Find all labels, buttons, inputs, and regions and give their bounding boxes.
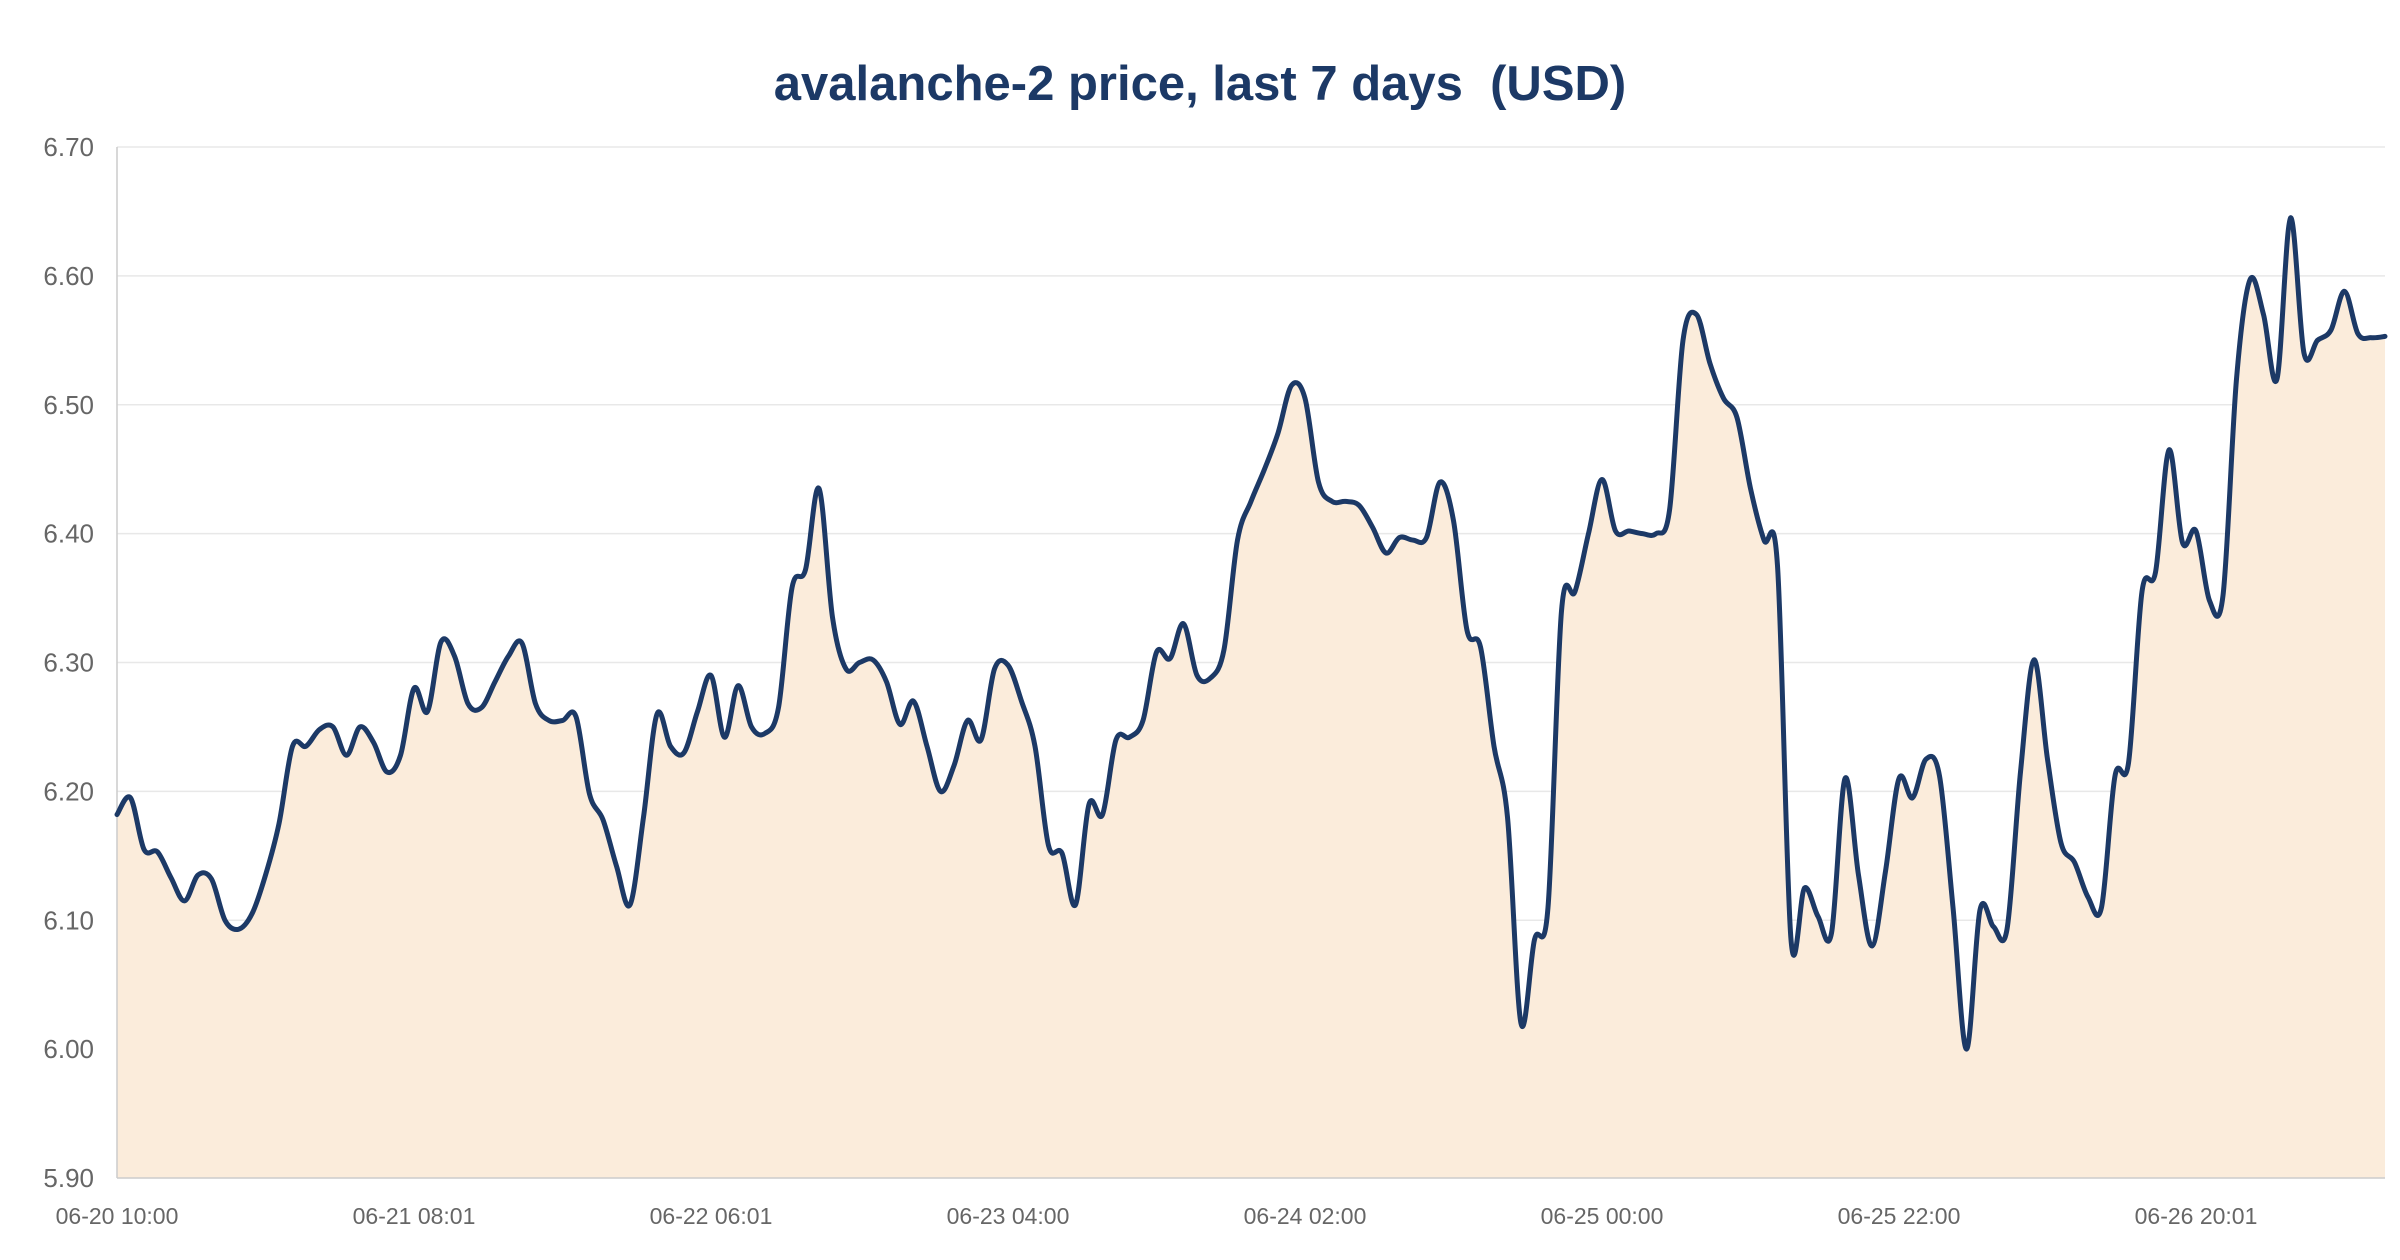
x-tick-label: 06-21 08:01 <box>353 1203 476 1229</box>
y-tick-labels: 6.70 6.60 6.50 6.40 6.30 6.20 6.10 6.00 5.90 <box>43 132 94 1193</box>
price-line <box>114 215 2388 1052</box>
y-tick-label: 6.50 <box>43 390 94 420</box>
y-tick-label: 6.00 <box>43 1034 94 1064</box>
x-tick-label: 06-23 04:00 <box>947 1203 1070 1229</box>
x-tick-labels: 06-20 10:00 06-21 08:01 06-22 06:01 06-23 0… <box>56 1203 2258 1229</box>
x-tick-label: 06-25 00:00 <box>1541 1203 1664 1229</box>
x-tick-label: 06-20 10:00 <box>56 1203 179 1229</box>
y-tick-label: 5.90 <box>43 1163 94 1193</box>
y-tick-label: 6.20 <box>43 776 94 806</box>
x-tick-label: 06-24 02:00 <box>1244 1203 1367 1229</box>
x-tick-label: 06-22 06:01 <box>650 1203 773 1229</box>
y-tick-label: 6.60 <box>43 261 94 291</box>
chart-title: avalanche-2 price, last 7 days (USD) <box>773 57 1627 111</box>
x-tick-label: 06-26 20:01 <box>2135 1203 2258 1229</box>
x-tick-label: 06-25 22:00 <box>1838 1203 1961 1229</box>
y-tick-label: 6.10 <box>43 905 94 935</box>
price-area-fill <box>117 217 2385 1178</box>
y-tick-label: 6.30 <box>43 648 94 678</box>
y-tick-label: 6.70 <box>43 132 94 162</box>
y-tick-label: 6.40 <box>43 519 94 549</box>
